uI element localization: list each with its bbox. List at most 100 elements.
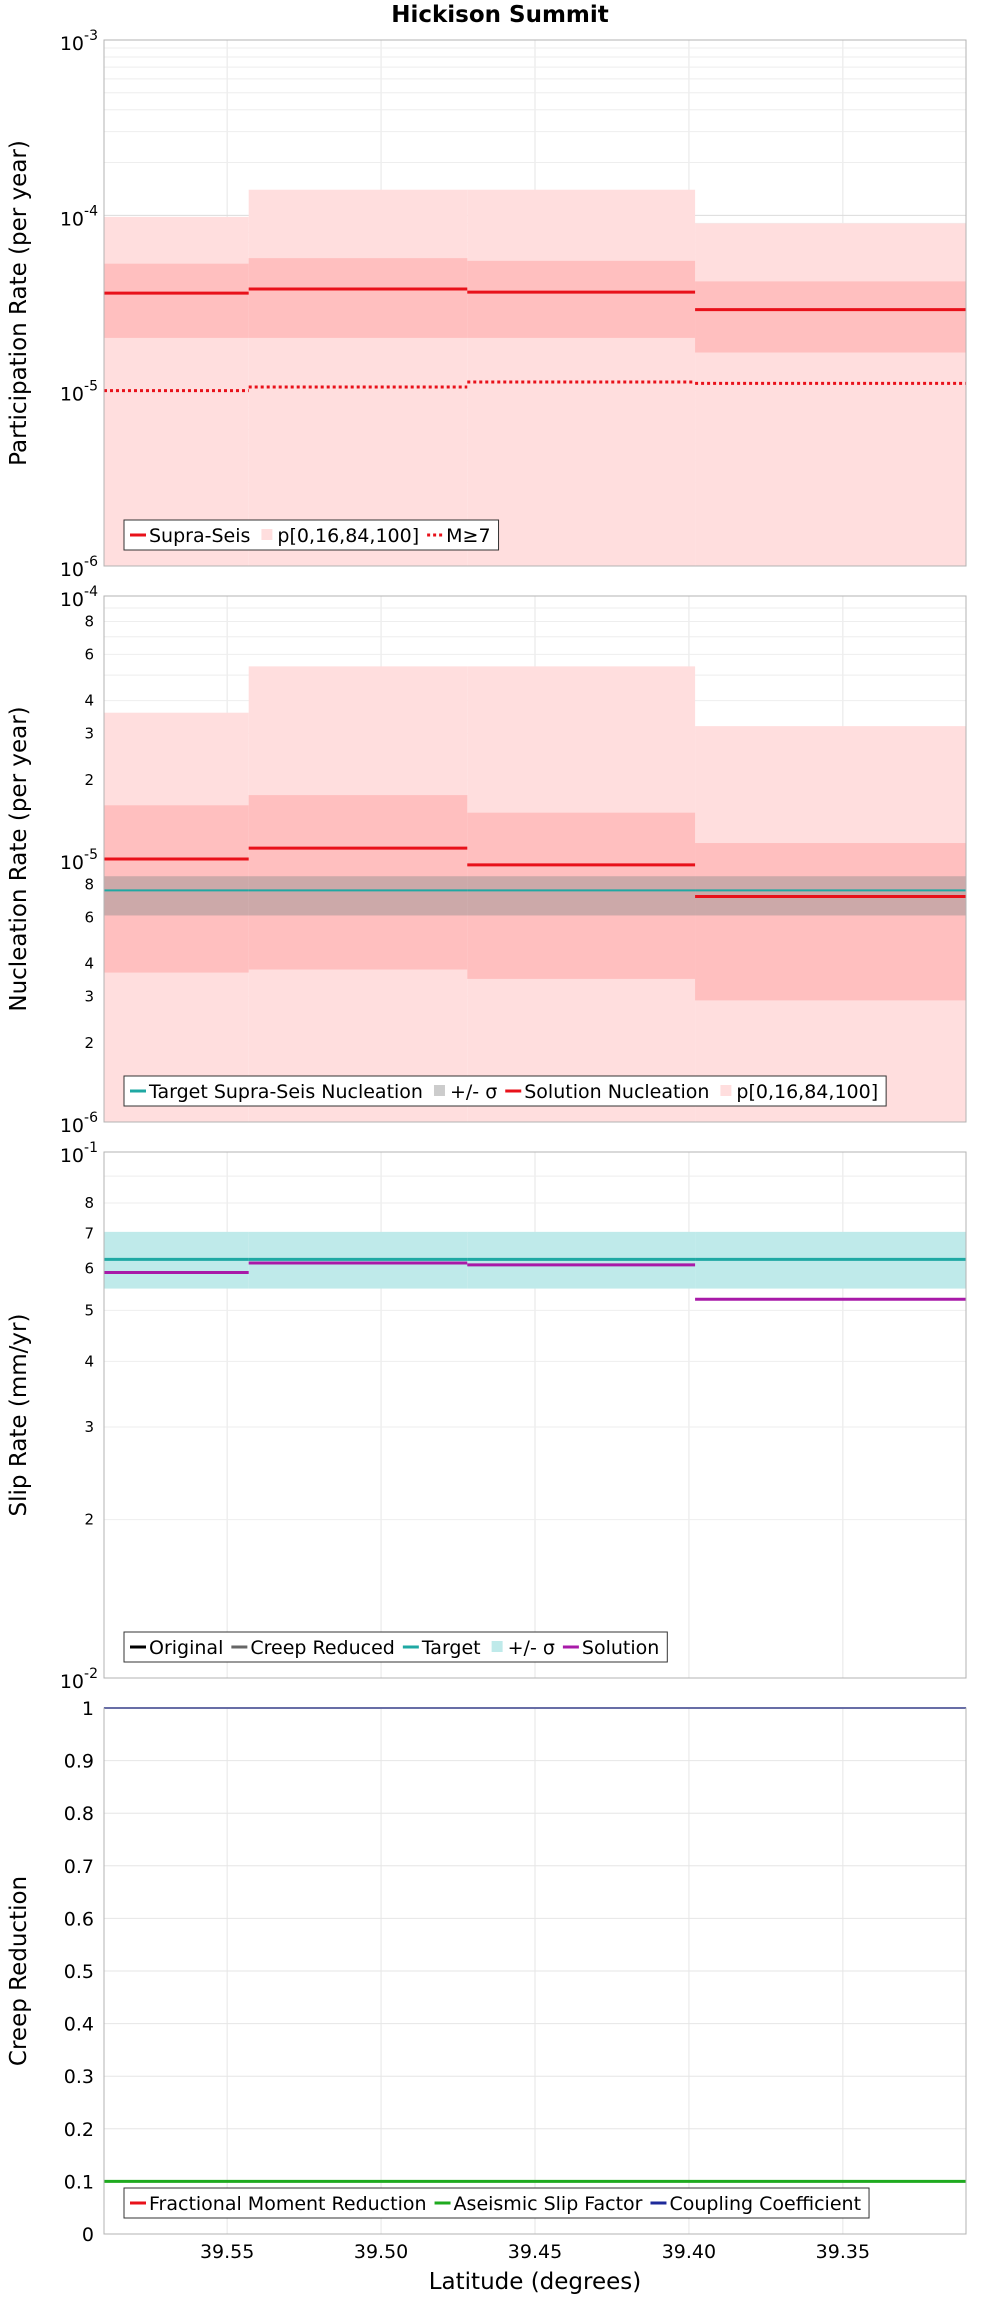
y-tick-label: 0.3 — [64, 2066, 94, 2088]
y-tick-label: 0.5 — [64, 1961, 94, 1983]
legend: Fractional Moment Reduction Aseismic Slip… — [123, 2187, 870, 2219]
band-pink_mid — [695, 843, 966, 1001]
y-tick-label: 10-4 — [60, 584, 98, 611]
y-tick-exponent: -4 — [84, 203, 98, 219]
y-minor-tick-label: 5 — [84, 1301, 94, 1319]
band-pink_light — [248, 189, 468, 566]
y-minor-tick-label: 8 — [84, 1194, 94, 1212]
y-tick-mantissa: 10 — [60, 1671, 84, 1693]
y-tick-label: 0.4 — [64, 2014, 94, 2036]
y-tick-exponent: -6 — [84, 554, 98, 570]
legend: Target Supra-Seis Nucleation +/- σ Solutio… — [123, 1075, 887, 1107]
band-pink_mid — [248, 258, 468, 338]
band-pink_mid — [467, 812, 696, 979]
legend-swatch-box — [491, 1641, 503, 1652]
y-tick-label: 10-6 — [60, 554, 98, 581]
y-tick-label: 0.1 — [64, 2171, 94, 2193]
band-gray_band — [467, 876, 696, 916]
x-tick-label: 39.55 — [200, 2241, 254, 2263]
band-gray_band — [248, 876, 468, 916]
y-minor-tick-label: 6 — [84, 1260, 94, 1278]
y-minor-tick-label: 3 — [84, 1418, 94, 1436]
y-minor-tick-label: 8 — [84, 875, 94, 893]
legend-label: M≥7 — [446, 525, 490, 547]
legend-box — [123, 1075, 887, 1107]
y-minor-tick-label: 6 — [84, 908, 94, 926]
y-minor-tick-label: 6 — [84, 645, 94, 663]
y-axis-title: Participation Rate (per year) — [6, 140, 32, 466]
y-tick-label: 0.7 — [64, 1856, 94, 1878]
legend: Original Creep Reduced Target +/- σ Solution — [123, 1631, 668, 1663]
legend-label: Creep Reduced — [250, 1637, 394, 1659]
y-axis-title: Nucleation Rate (per year) — [6, 706, 32, 1011]
y-minor-tick-label: 2 — [84, 1511, 94, 1529]
y-tick-label: 10-1 — [60, 1140, 98, 1167]
plot-frame — [103, 39, 967, 567]
y-tick-label: 10-6 — [60, 1110, 98, 1137]
y-tick-exponent: -6 — [84, 1110, 98, 1126]
y-tick-mantissa: 10 — [60, 559, 84, 581]
y-tick-mantissa: 10 — [60, 589, 84, 611]
chart-title: Hickison Summit — [391, 2, 609, 28]
y-minor-tick-label: 2 — [84, 771, 94, 789]
band-pink_mid — [104, 805, 249, 973]
y-tick-label: 10-5 — [60, 847, 98, 874]
legend-label: p[0,16,84,100] — [277, 525, 419, 547]
y-tick-exponent: -4 — [84, 584, 98, 600]
x-axis-title: Latitude (degrees) — [429, 2269, 642, 2295]
y-tick-mantissa: 10 — [60, 1145, 84, 1167]
y-tick-mantissa: 10 — [60, 1115, 84, 1137]
plot-frame — [103, 595, 967, 1123]
legend-label: +/- σ — [508, 1637, 555, 1659]
legend-label: Solution Nucleation — [524, 1081, 709, 1103]
y-minor-tick-label: 3 — [84, 988, 94, 1006]
legend-label: Fractional Moment Reduction — [149, 2193, 427, 2215]
y-tick-mantissa: 10 — [60, 384, 84, 406]
panel-creep: 0 0.1 0.2 0.3 0.4 0.5 0.6 0.7 0.8 0.9 1 Creep Reduc… — [6, 1698, 967, 2295]
legend-swatch-box — [720, 1085, 732, 1096]
x-tick-label: 39.40 — [662, 2241, 716, 2263]
y-tick-label: 0.9 — [64, 1751, 94, 1773]
legend-label: Target Supra-Seis Nucleation — [148, 1081, 423, 1103]
y-tick-mantissa: 10 — [60, 208, 84, 230]
y-tick-label: 10-2 — [60, 1666, 98, 1693]
y-tick-label: 1 — [82, 1698, 94, 1720]
legend-label: Coupling Coefficient — [669, 2193, 861, 2215]
y-tick-mantissa: 10 — [60, 33, 84, 55]
y-tick-label: 0 — [82, 2224, 94, 2246]
y-tick-label: 0.8 — [64, 1803, 94, 1825]
y-minor-tick-label: 4 — [84, 692, 94, 710]
y-minor-tick-label: 2 — [84, 1034, 94, 1052]
legend-label: Target — [421, 1637, 481, 1659]
band-pink_mid — [695, 281, 966, 353]
y-tick-exponent: -1 — [84, 1140, 98, 1156]
y-minor-tick-label: 3 — [84, 725, 94, 743]
y-tick-label: 10-5 — [60, 379, 98, 406]
legend-swatch-box — [261, 529, 273, 540]
x-tick-label: 39.50 — [354, 2241, 408, 2263]
y-tick-exponent: -5 — [84, 847, 98, 863]
band-pink_mid — [104, 263, 249, 338]
plot-frame — [103, 1707, 967, 2235]
y-minor-tick-label: 7 — [84, 1224, 94, 1242]
legend-label: Supra-Seis — [149, 525, 250, 547]
legend-label: Original — [149, 1637, 223, 1659]
band-pink_light — [467, 189, 696, 566]
x-tick-label: 39.35 — [816, 2241, 870, 2263]
y-tick-exponent: -2 — [84, 1666, 98, 1682]
legend: Supra-Seis p[0,16,84,100] M≥7 — [123, 519, 500, 551]
legend-label: Solution — [582, 1637, 659, 1659]
legend-box — [123, 2187, 870, 2219]
x-tick-label: 39.45 — [508, 2241, 562, 2263]
plot-frame — [103, 1151, 967, 1679]
legend-label: +/- σ — [450, 1081, 497, 1103]
band-pink_mid — [467, 260, 696, 338]
y-tick-label: 0.2 — [64, 2119, 94, 2141]
legend-label: p[0,16,84,100] — [736, 1081, 878, 1103]
band-gray_band — [104, 876, 249, 916]
band-pink_mid — [248, 795, 468, 970]
